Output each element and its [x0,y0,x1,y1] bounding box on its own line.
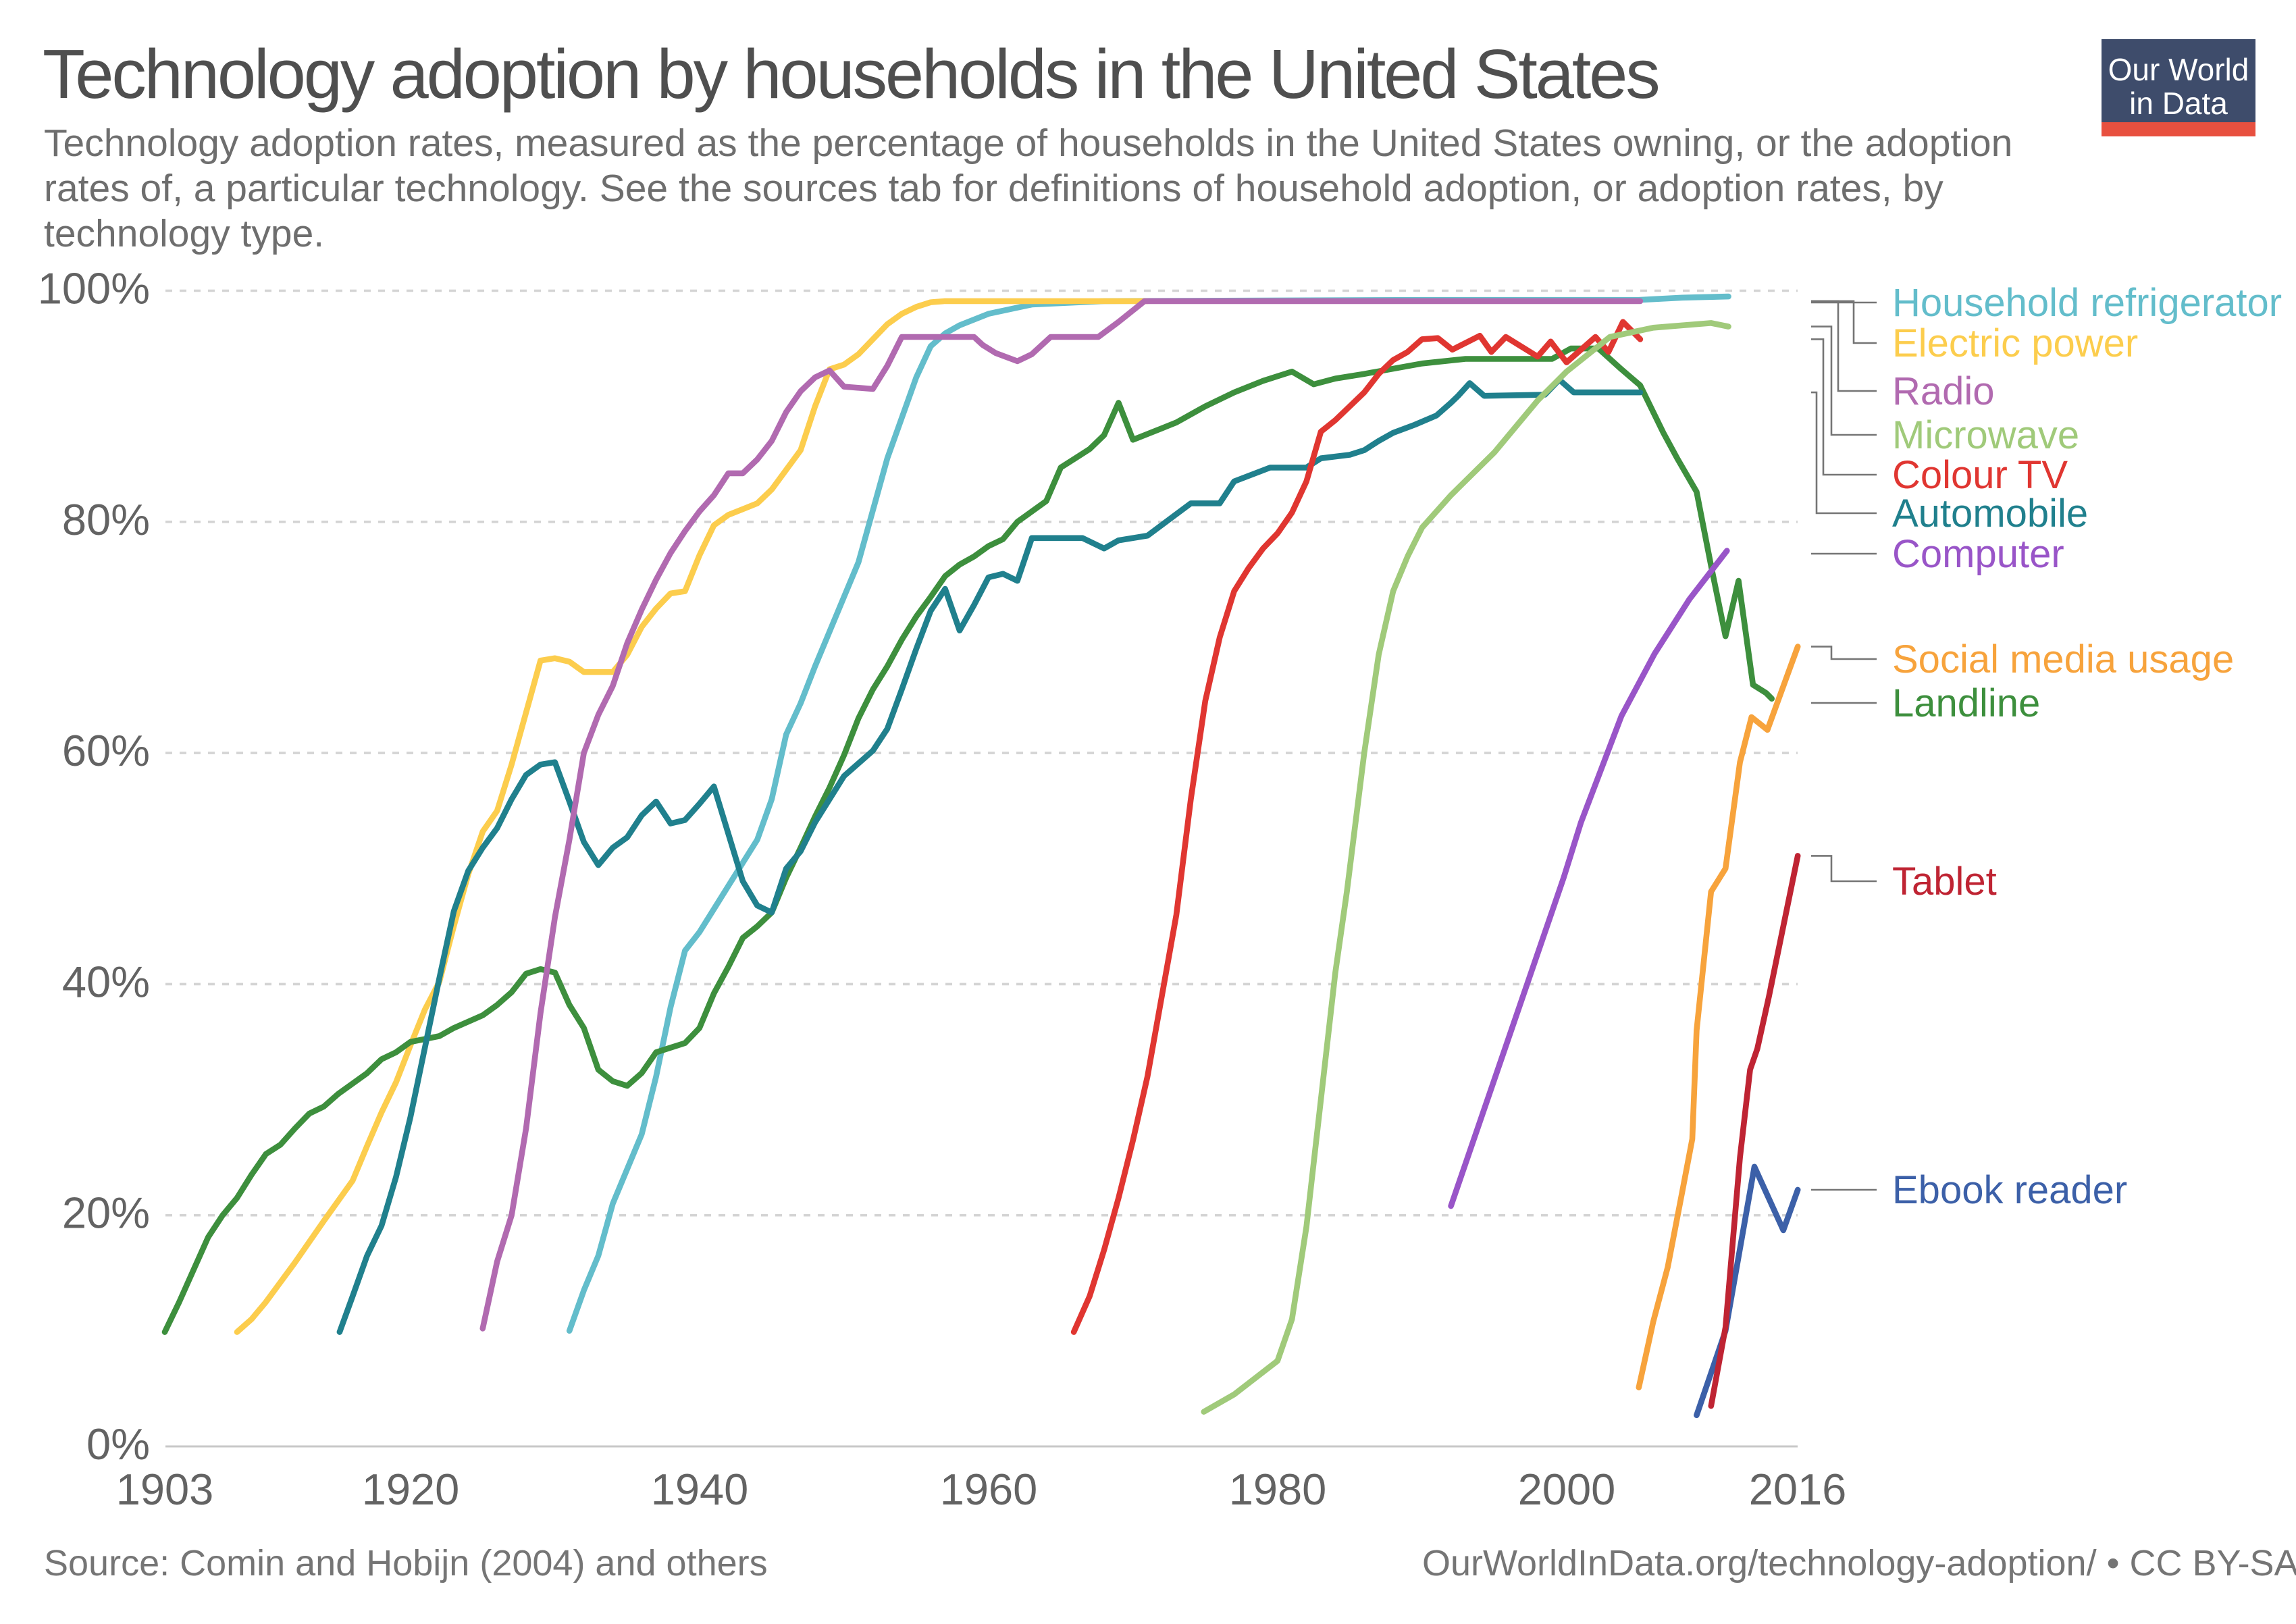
svg-text:0%: 0% [86,1419,150,1469]
svg-text:in Data: in Data [2129,86,2228,121]
svg-text:Technology adoption by househo: Technology adoption by households in the… [43,35,1659,113]
svg-text:Household refrigerator: Household refrigerator [1892,281,2282,325]
svg-text:40%: 40% [62,957,150,1006]
svg-text:Electric power: Electric power [1892,321,2138,365]
svg-text:rates of, a particular technol: rates of, a particular technology. See t… [44,167,1943,210]
svg-text:2016: 2016 [1749,1465,1847,1514]
svg-text:Social media usage: Social media usage [1892,637,2234,681]
svg-text:1920: 1920 [362,1465,460,1514]
svg-text:Technology adoption rates, mea: Technology adoption rates, measured as t… [44,122,2012,165]
svg-text:1940: 1940 [651,1465,749,1514]
svg-text:1960: 1960 [940,1465,1038,1514]
svg-text:Computer: Computer [1892,532,2064,576]
svg-text:2000: 2000 [1518,1465,1616,1514]
svg-text:Source: Comin and Hobijn (2004: Source: Comin and Hobijn (2004) and othe… [44,1543,768,1583]
svg-text:60%: 60% [62,726,150,775]
svg-text:Automobile: Automobile [1892,492,2088,535]
svg-text:Radio: Radio [1892,369,1995,413]
svg-text:Our World: Our World [2108,52,2249,87]
svg-text:Ebook reader: Ebook reader [1892,1168,2127,1212]
svg-text:1903: 1903 [116,1465,214,1514]
svg-text:80%: 80% [62,495,150,544]
svg-text:Microwave: Microwave [1892,413,2079,457]
svg-text:100%: 100% [38,264,150,313]
svg-text:Landline: Landline [1892,681,2040,725]
svg-text:1980: 1980 [1229,1465,1327,1514]
svg-text:technology type.: technology type. [44,212,324,255]
svg-text:OurWorldInData.org/technology-: OurWorldInData.org/technology-adoption/ … [1422,1543,2296,1583]
svg-text:20%: 20% [62,1188,150,1238]
svg-text:Colour TV: Colour TV [1892,453,2068,497]
svg-text:Tablet: Tablet [1892,860,1997,903]
